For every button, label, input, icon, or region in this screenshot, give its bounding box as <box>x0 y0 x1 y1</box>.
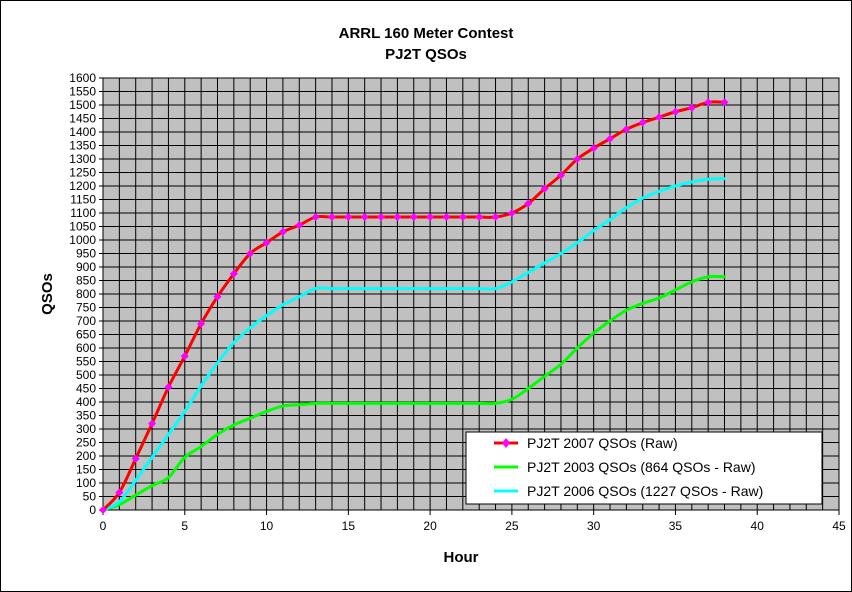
data-point <box>687 103 696 112</box>
y-tick-label: 1450 <box>69 112 96 126</box>
data-point <box>278 227 287 236</box>
data-point <box>148 419 157 428</box>
y-tick-label: 1000 <box>69 233 96 247</box>
series-line-2 <box>101 177 727 512</box>
x-tick-label: 40 <box>751 519 765 533</box>
y-tick-label: 1050 <box>69 220 96 234</box>
data-point <box>180 352 189 361</box>
y-tick-label: 1250 <box>69 166 96 180</box>
data-point <box>197 319 206 328</box>
y-axis-title: QSOs <box>39 273 56 315</box>
data-point <box>164 383 173 392</box>
y-tick-label: 100 <box>76 476 96 490</box>
data-point <box>622 125 631 134</box>
x-axis-ticks: 0 5 10 15 20 25 30 35 40 45 <box>100 510 846 533</box>
data-point <box>491 213 500 222</box>
y-tick-label: 700 <box>76 314 96 328</box>
legend-box <box>465 431 823 505</box>
y-axis-ticks: 0501001502002503003504004505005506006507… <box>69 71 103 517</box>
data-point <box>295 221 304 230</box>
y-tick-label: 1200 <box>69 179 96 193</box>
x-tick-label: 0 <box>100 519 107 533</box>
data-point <box>704 98 713 107</box>
data-point <box>655 113 664 122</box>
y-tick-label: 1100 <box>70 206 96 220</box>
data-point <box>360 213 369 222</box>
y-tick-label: 1550 <box>69 85 96 99</box>
y-tick-label: 50 <box>83 490 97 504</box>
data-point <box>638 118 647 127</box>
legend: PJ2T 2007 QSOs (Raw) PJ2T 2003 QSOs (864… <box>465 431 823 505</box>
y-tick-label: 550 <box>76 355 96 369</box>
x-tick-label: 5 <box>181 519 188 533</box>
data-point <box>507 209 516 217</box>
data-point <box>229 269 238 278</box>
y-tick-label: 500 <box>76 368 96 382</box>
y-tick-label: 1150 <box>70 193 96 207</box>
data-point <box>573 155 582 163</box>
y-tick-label: 1300 <box>69 152 96 166</box>
data-point <box>540 184 549 193</box>
data-point <box>426 213 435 222</box>
data-point <box>377 213 386 222</box>
y-tick-label: 450 <box>76 382 96 396</box>
data-point <box>671 107 680 116</box>
y-tick-label: 650 <box>76 328 96 342</box>
y-tick-label: 0 <box>89 503 96 517</box>
y-tick-label: 300 <box>76 422 96 436</box>
legend-label-2006: PJ2T 2006 QSOs (1227 QSOs - Raw) <box>527 483 763 499</box>
y-tick-label: 950 <box>76 247 96 261</box>
y-tick-label: 750 <box>76 301 96 315</box>
y-tick-label: 800 <box>76 287 96 301</box>
data-point <box>458 213 467 222</box>
data-point <box>99 506 107 514</box>
y-tick-label: 1500 <box>69 98 96 112</box>
x-tick-label: 30 <box>587 519 601 533</box>
x-tick-label: 45 <box>832 519 846 533</box>
data-point <box>311 213 320 222</box>
data-point <box>262 238 271 247</box>
data-point <box>409 213 418 222</box>
y-tick-label: 150 <box>76 463 96 477</box>
legend-label-2003: PJ2T 2003 QSOs (864 QSOs - Raw) <box>527 459 756 475</box>
legend-label-2007: PJ2T 2007 QSOs (Raw) <box>527 435 678 451</box>
x-tick-label: 35 <box>669 519 683 533</box>
y-tick-label: 400 <box>76 395 96 409</box>
y-tick-label: 200 <box>76 449 96 463</box>
x-tick-label: 25 <box>505 519 519 533</box>
y-tick-label: 900 <box>76 260 96 274</box>
data-point <box>393 213 402 222</box>
data-point <box>589 144 598 153</box>
data-point <box>720 98 729 107</box>
data-point <box>213 292 222 301</box>
data-point <box>606 134 615 143</box>
x-tick-label: 15 <box>342 519 356 533</box>
data-point <box>327 213 336 222</box>
data-point <box>344 213 353 222</box>
legend-marker-2007 <box>502 438 510 448</box>
data-point <box>475 213 484 222</box>
x-tick-label: 10 <box>260 519 274 533</box>
data-point <box>246 249 255 258</box>
y-tick-label: 350 <box>76 409 96 423</box>
series-line-1 <box>101 274 727 512</box>
chart-title: ARRL 160 Meter Contest <box>339 25 514 42</box>
x-tick-label: 20 <box>423 519 437 533</box>
data-point <box>556 171 565 180</box>
chart-subtitle: PJ2T QSOs <box>385 46 467 63</box>
y-tick-label: 1400 <box>69 125 96 139</box>
y-tick-label: 1350 <box>69 139 96 153</box>
y-tick-label: 600 <box>76 341 96 355</box>
y-tick-label: 850 <box>76 274 96 288</box>
y-tick-label: 250 <box>76 436 96 450</box>
series-group <box>99 98 729 514</box>
y-tick-label: 1600 <box>69 71 96 85</box>
data-point <box>115 488 124 497</box>
data-point <box>131 454 140 463</box>
data-point <box>524 199 533 208</box>
x-axis-title: Hour <box>444 549 479 566</box>
data-point <box>442 213 451 222</box>
